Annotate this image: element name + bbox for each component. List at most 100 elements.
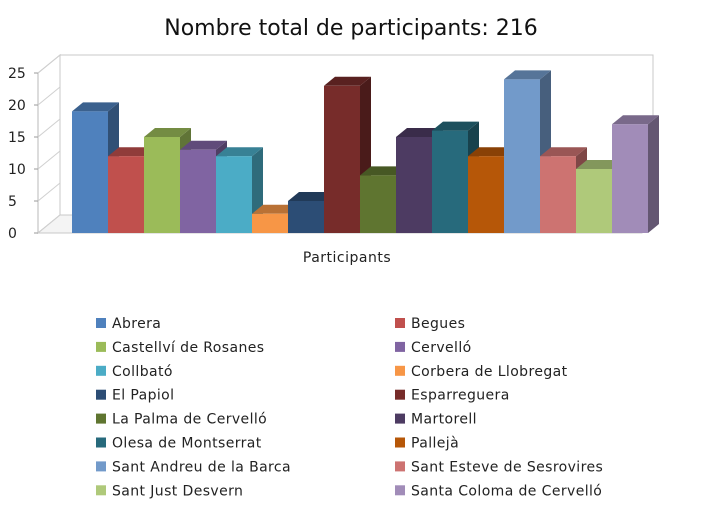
bar-top [252, 204, 299, 214]
bar-front [180, 149, 216, 233]
legend-item: Cervelló [395, 340, 472, 356]
bar-16 [612, 115, 659, 233]
bar-front [540, 156, 576, 233]
legend-swatch [395, 461, 405, 472]
bar-top [396, 128, 443, 137]
legend-label: Esparreguera [411, 388, 510, 404]
bar-front [432, 130, 468, 233]
y-grid-diag [37, 54, 61, 74]
legend-item: Esparreguera [395, 388, 510, 404]
bar-top [360, 166, 407, 176]
bar-top [180, 140, 227, 150]
y-grid-diag [37, 182, 61, 202]
y-tick-label: 5 [8, 194, 17, 210]
legend-label: Santa Coloma de Cervelló [411, 483, 602, 499]
legend-swatch [395, 437, 405, 448]
legend-item: La Palma de Cervelló [96, 412, 267, 428]
legend-label: El Papiol [112, 388, 174, 404]
bar-front [396, 137, 432, 233]
bar-front [108, 156, 144, 233]
legend-item: Pallejà [395, 436, 459, 452]
bar-top [504, 70, 551, 80]
y-grid-diag [37, 86, 61, 106]
y-tick-label: 15 [8, 130, 26, 146]
legend-item: Santa Coloma de Cervelló [395, 483, 602, 499]
bar-top [216, 147, 263, 157]
legend-swatch [395, 413, 405, 424]
y-grid-diag [37, 118, 61, 138]
legend-item: Martorell [395, 412, 477, 428]
legend-label: Begues [411, 316, 465, 332]
legend-item: Sant Just Desvern [96, 483, 243, 499]
bar-top [108, 147, 155, 157]
legend-swatch [96, 389, 106, 400]
bars [72, 70, 659, 234]
y-tick-label: 20 [8, 98, 26, 114]
bar-front [360, 175, 396, 233]
bar-front [576, 169, 612, 233]
legend-label: Olesa de Montserrat [112, 436, 262, 452]
legend-swatch [96, 365, 106, 376]
legend-item: Corbera de Llobregat [395, 364, 568, 380]
legend-label: La Palma de Cervelló [112, 412, 267, 428]
legend-label: Sant Esteve de Sesrovires [411, 459, 603, 475]
y-axis: 0 5 10 15 20 25 [8, 54, 61, 242]
bar-top [540, 147, 587, 157]
legend-item: El Papiol [96, 388, 174, 404]
legend-swatch [96, 437, 106, 448]
legend-item: Sant Andreu de la Barca [96, 459, 291, 475]
legend-swatch [395, 318, 405, 328]
bar-front [72, 111, 108, 233]
y-grid-diag [37, 150, 61, 170]
bar-front [288, 201, 324, 233]
chart-title: Nombre total de participants: 216 [164, 16, 538, 41]
y-tick-label: 25 [8, 66, 26, 82]
legend-item: Abrera [96, 316, 161, 332]
legend-label: Sant Andreu de la Barca [112, 459, 291, 475]
legend-label: Martorell [411, 412, 477, 428]
legend-swatch [96, 318, 106, 328]
side-wall [37, 53, 61, 235]
legend-swatch [96, 341, 106, 352]
legend-swatch [395, 365, 405, 376]
bar-front [504, 79, 540, 234]
bar-top [468, 147, 515, 157]
legend-swatch [395, 341, 405, 352]
bar-front [324, 85, 360, 233]
legend-swatch [96, 413, 106, 424]
bar-top [432, 121, 479, 131]
legend-item: Castellví de Rosanes [96, 340, 264, 356]
bar-front [144, 137, 180, 233]
legend-label: Castellví de Rosanes [112, 340, 264, 356]
x-axis-label: Participants [303, 250, 391, 266]
legend-item: Collbató [96, 364, 173, 380]
bar-top [576, 160, 623, 169]
y-tick-label: 10 [8, 162, 26, 178]
bar-top [612, 115, 659, 125]
bar-front [216, 156, 252, 233]
legend: Abrera Begues Castellví de Rosanes Cervelló… [96, 316, 603, 499]
legend-swatch [96, 485, 106, 496]
bar-front [612, 124, 648, 233]
legend-item: Olesa de Montserrat [96, 436, 262, 452]
bar-top [288, 192, 335, 201]
legend-label: Pallejà [411, 436, 459, 452]
legend-label: Abrera [112, 316, 161, 332]
legend-swatch [395, 389, 405, 400]
bar-front [468, 156, 504, 233]
legend-label: Cervelló [411, 340, 472, 356]
legend-label: Corbera de Llobregat [411, 364, 568, 380]
y-tick-label: 0 [8, 226, 17, 242]
bar-top [324, 76, 371, 86]
legend-label: Collbató [112, 364, 173, 380]
legend-item: Sant Esteve de Sesrovires [395, 459, 603, 475]
legend-swatch [96, 461, 106, 472]
bar-front [252, 213, 288, 233]
y-grid-diag [37, 214, 61, 234]
legend-item: Begues [395, 316, 465, 332]
bar-top [72, 102, 119, 112]
legend-swatch [395, 485, 405, 496]
bar-side [648, 115, 659, 233]
bar-top [144, 128, 191, 137]
